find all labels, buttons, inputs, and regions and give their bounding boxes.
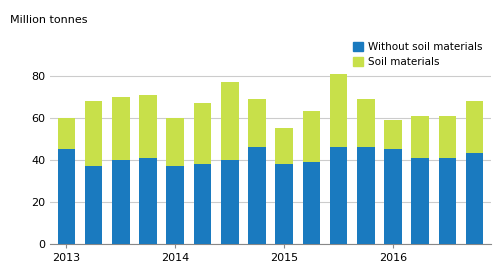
Bar	[411, 157, 429, 244]
Bar	[194, 164, 211, 244]
Bar	[112, 97, 130, 160]
Bar	[58, 149, 75, 244]
Bar	[248, 99, 266, 147]
Bar	[466, 101, 483, 153]
Bar	[384, 149, 402, 244]
Bar	[85, 166, 103, 244]
Bar	[411, 115, 429, 157]
Bar	[466, 153, 483, 244]
Bar	[112, 160, 130, 244]
Bar	[194, 103, 211, 164]
Bar	[85, 101, 103, 166]
Bar	[303, 162, 320, 244]
Bar	[438, 157, 456, 244]
Bar	[276, 128, 293, 164]
Text: Million tonnes: Million tonnes	[11, 15, 88, 25]
Bar	[303, 111, 320, 162]
Bar	[330, 74, 347, 147]
Bar	[221, 82, 238, 160]
Bar	[384, 120, 402, 149]
Bar	[221, 160, 238, 244]
Bar	[276, 164, 293, 244]
Bar	[357, 99, 375, 147]
Bar	[58, 118, 75, 149]
Bar	[139, 157, 157, 244]
Bar	[248, 147, 266, 244]
Bar	[166, 166, 184, 244]
Bar	[357, 147, 375, 244]
Bar	[139, 95, 157, 157]
Bar	[330, 147, 347, 244]
Bar	[166, 118, 184, 166]
Legend: Without soil materials, Soil materials: Without soil materials, Soil materials	[349, 39, 486, 70]
Bar	[438, 115, 456, 157]
